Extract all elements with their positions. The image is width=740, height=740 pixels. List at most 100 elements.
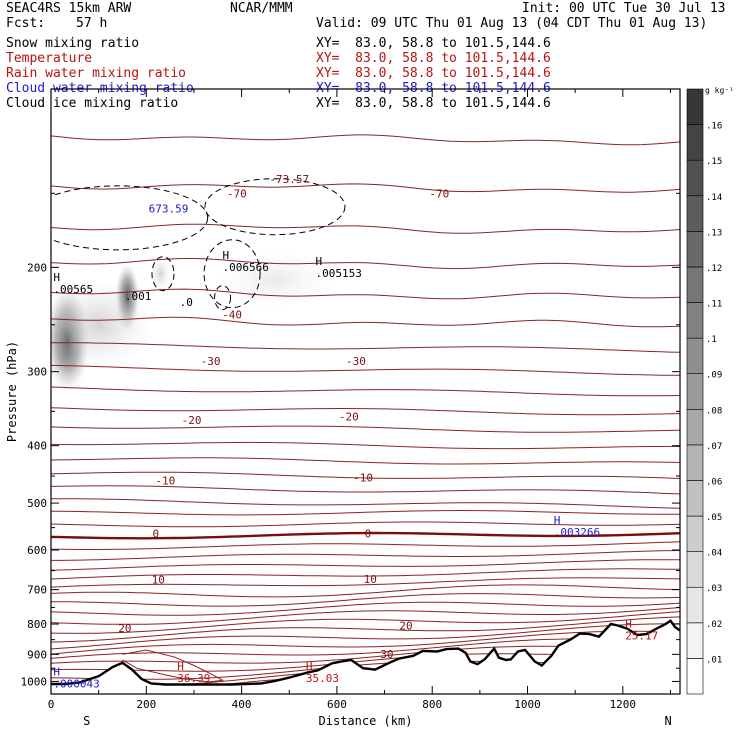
y-axis-title: Pressure (hPa) [5,341,19,442]
isotherm-line [51,568,680,580]
isotherm-line [51,485,680,495]
isotherm-line [51,407,680,416]
isotherm-line [51,425,680,433]
cloud-ice-contour-west [51,185,209,251]
isotherm-line [51,550,680,561]
isotherm-line [51,457,680,465]
maximum-marker: H [53,271,60,284]
field-name-cloud-ice: Cloud ice mixing ratio [6,96,179,111]
colorbar-label: .01 [706,655,722,665]
temperature-label: 10 [364,573,377,586]
temperature-label: -10 [155,475,175,488]
temperature-label: 0 [153,528,160,541]
maximum-marker: H [625,618,632,631]
maximum-marker: H [177,660,184,673]
temperature-label: -70 [227,187,247,200]
field-xy-snow: XY= 83.0, 58.8 to 101.5,144.6 [316,36,551,51]
y-tick-label: 600 [27,544,47,557]
isotherm-line [51,559,680,571]
x-axis-title: Distance (km) [319,714,413,728]
x-tick-label: 200 [136,698,156,711]
colorbar-segment [686,266,704,303]
isotherm-line [51,630,680,655]
colorbar-segment [686,302,704,339]
maximum-marker: H [53,665,60,678]
cloud-ice-contour-small [151,256,175,292]
maximum-value: .003266 [554,526,600,539]
snow-shading-halo [51,279,154,370]
isotherm-line [51,183,680,193]
x-tick-label: 0 [48,698,55,711]
cloud-ice-contour-mid [203,239,261,309]
colorbar-segment [686,658,704,695]
y-tick-label: 800 [27,618,47,631]
y-tick-label: 500 [27,497,47,510]
maximum-marker: H [306,660,313,673]
temperature-label: -10 [353,472,373,485]
temperature-label: -70 [429,187,449,200]
isotherm-line [51,364,680,376]
colorbar-label: .07 [706,442,722,452]
maximum-value: 36.39 [177,672,210,685]
temperature-label: 20 [399,620,412,633]
colorbar-segment [686,586,704,624]
isotherm-line [51,623,680,650]
colorbar-label: .02 [706,620,722,630]
maximum-marker: H [554,514,561,527]
y-tick-label: 300 [27,366,47,379]
temperature-label: 20 [118,622,131,635]
isotherm-line [51,498,680,509]
x-tick-label: 400 [232,698,252,711]
colorbar-segment [686,515,704,552]
fcst-label: Fcst: [6,16,46,31]
colorbar-segment [686,88,704,125]
maximum-value: .001 [125,290,152,303]
maximum-value: 35.03 [306,672,339,685]
y-tick-label: 900 [27,648,47,661]
model-title: SEAC4RS 15km ARW [6,1,132,16]
field-name-snow: Snow mixing ratio [6,36,140,51]
isotherm-line [51,541,680,550]
cloud-ice-contour-tiny [214,285,232,311]
temperature-label: 10 [152,574,165,587]
colorbar-segment [686,408,704,446]
colorbar-segment [686,195,704,232]
endpoint-left-label: S [83,714,90,728]
colorbar-label: .05 [706,513,722,523]
colorbar-segment [686,622,704,659]
y-tick-label: 400 [27,440,47,453]
field-name-rain: Rain water mixing ratio [6,66,187,81]
colorbar-segment [686,231,704,268]
isotherm-line [51,288,680,300]
temperature-label: -40 [222,308,242,321]
maximum-value: 673.59 [149,203,189,216]
maximum-value: .0 [180,296,193,309]
endpoint-right-label: N [664,714,671,728]
colorbar-segment [686,337,704,375]
colorbar-label: .1 [706,335,717,345]
isotherm-line [51,584,680,598]
colorbar-segment [686,124,704,161]
maximum-marker: H [223,249,230,262]
center-name: NCAR/MMM [230,1,293,16]
colorbar-segment [686,551,704,588]
colorbar-label: .14 [706,193,722,203]
isotherm-line [51,616,680,643]
isotherm-line [51,134,680,146]
isotherm-line [51,611,680,634]
colorbar-segment [686,373,704,410]
colorbar-unit: g kg⁻¹ [705,86,734,95]
maximum-value: .005153 [315,267,361,280]
y-tick-label: 700 [27,584,47,597]
x-tick-label: 1200 [610,698,637,711]
rain-contour [122,649,225,683]
init-time: Init: 00 UTC Tue 30 Jul 13 [522,1,726,16]
colorbar-segment [686,159,704,197]
temperature-label: 0 [365,528,372,541]
colorbar-label: .03 [706,584,722,594]
temperature-label: -30 [201,355,221,368]
isotherm-line [51,577,680,588]
snow-shading-small [150,255,171,292]
isotherm-line [51,531,680,540]
